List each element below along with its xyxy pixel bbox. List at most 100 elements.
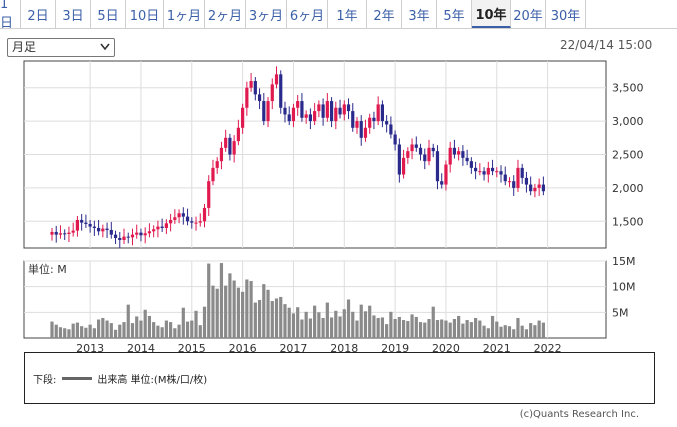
volume-bar bbox=[368, 305, 372, 338]
x-tick-label: 2022 bbox=[534, 342, 562, 355]
tab-14[interactable]: 20年 bbox=[511, 0, 546, 28]
volume-bar bbox=[279, 296, 283, 338]
period-select-value: 月足 bbox=[12, 40, 37, 54]
volume-bar bbox=[96, 319, 101, 338]
tab-6[interactable]: 2ヶ月 bbox=[205, 0, 246, 28]
candle-body bbox=[300, 101, 304, 118]
volume-bar bbox=[346, 299, 351, 338]
volume-bar bbox=[389, 311, 393, 338]
tab-12[interactable]: 5年 bbox=[437, 0, 472, 28]
volume-bar bbox=[486, 328, 490, 338]
period-select[interactable]: 月足 bbox=[7, 38, 115, 57]
candle-body bbox=[296, 101, 300, 108]
tab-13[interactable]: 10年 bbox=[472, 0, 511, 28]
candle-body bbox=[503, 174, 507, 182]
tab-10[interactable]: 2年 bbox=[367, 0, 402, 28]
price-tick-label: 3,500 bbox=[612, 82, 644, 95]
candle-body bbox=[202, 207, 207, 222]
candle-body bbox=[368, 117, 372, 128]
volume-bar bbox=[385, 324, 389, 338]
candle-body bbox=[207, 181, 211, 208]
candle-body bbox=[418, 147, 423, 155]
volume-bar bbox=[503, 325, 507, 338]
candle-body bbox=[96, 227, 101, 232]
tab-0[interactable]: 1日 bbox=[0, 0, 21, 31]
candle-body bbox=[397, 144, 401, 175]
x-tick-label: 2021 bbox=[483, 342, 511, 355]
candle-body bbox=[520, 167, 524, 178]
volume-unit-label: 単位: M bbox=[28, 262, 67, 276]
candle-body bbox=[469, 161, 473, 168]
volume-bar bbox=[495, 321, 499, 338]
candle-body bbox=[452, 147, 457, 155]
volume-bar bbox=[334, 310, 338, 338]
candle-body bbox=[113, 234, 118, 238]
volume-bar bbox=[122, 322, 126, 338]
candle-body bbox=[385, 121, 389, 125]
volume-bar bbox=[291, 313, 296, 338]
volume-bar bbox=[177, 324, 181, 338]
volume-bar bbox=[236, 287, 240, 338]
volume-bar bbox=[507, 326, 512, 338]
tab-7[interactable]: 3ヶ月 bbox=[246, 0, 287, 28]
volume-bar bbox=[164, 320, 168, 338]
volume-bar bbox=[270, 301, 274, 338]
candle-body bbox=[249, 81, 253, 88]
tab-9[interactable]: 1年 bbox=[328, 0, 367, 28]
candle-body bbox=[287, 114, 291, 122]
candle-body bbox=[372, 117, 376, 122]
candle-body bbox=[215, 161, 219, 168]
volume-bar bbox=[537, 320, 541, 338]
tab-1[interactable]: 2日 bbox=[21, 0, 56, 28]
volume-bar bbox=[512, 329, 516, 338]
volume-bar bbox=[452, 319, 457, 338]
candle-body bbox=[512, 181, 516, 188]
candle-body bbox=[448, 147, 452, 165]
candle-body bbox=[541, 184, 545, 192]
volume-tick-label: 10M bbox=[612, 281, 636, 294]
volume-bar bbox=[376, 317, 380, 338]
candle-body bbox=[118, 237, 122, 240]
tab-15[interactable]: 30年 bbox=[546, 0, 586, 28]
volume-bar bbox=[249, 281, 253, 338]
candle-body bbox=[105, 228, 109, 230]
volume-bar bbox=[135, 316, 139, 338]
candle-body bbox=[457, 151, 461, 155]
candle-body bbox=[253, 81, 257, 95]
candle-body bbox=[351, 111, 355, 128]
volume-bar bbox=[410, 314, 414, 338]
candle-body bbox=[435, 151, 440, 182]
candle-body bbox=[228, 137, 232, 155]
x-tick-label: 2014 bbox=[127, 342, 155, 355]
volume-bar bbox=[266, 289, 270, 338]
volume-bar bbox=[215, 288, 219, 338]
candle-body bbox=[257, 94, 262, 102]
candle-body bbox=[355, 121, 359, 128]
volume-bar bbox=[194, 310, 198, 338]
volume-bar bbox=[105, 320, 109, 338]
tab-4[interactable]: 10日 bbox=[126, 0, 164, 28]
volume-bar bbox=[54, 324, 58, 338]
candle-body bbox=[291, 107, 296, 122]
price-tick-label: 1,500 bbox=[612, 215, 644, 228]
tab-5[interactable]: 1ヶ月 bbox=[164, 0, 205, 28]
volume-tick-label: 5M bbox=[612, 306, 629, 319]
candle-body bbox=[245, 87, 249, 108]
tab-8[interactable]: 6ヶ月 bbox=[287, 0, 328, 28]
tab-11[interactable]: 3年 bbox=[402, 0, 437, 28]
x-tick-label: 2019 bbox=[381, 342, 409, 355]
candle-body bbox=[321, 104, 325, 118]
tab-2[interactable]: 3日 bbox=[56, 0, 91, 28]
period-tabs: 1日 2日 3日 5日 10日 1ヶ月 2ヶ月 3ヶ月 6ヶ月 1年 2年 3年 5年 10年 20年 30年 bbox=[0, 0, 677, 31]
volume-bar bbox=[457, 315, 461, 338]
tab-3[interactable]: 5日 bbox=[91, 0, 126, 28]
candle-body bbox=[516, 167, 520, 188]
volume-bar bbox=[202, 306, 207, 338]
legend-volume-label: 出来高 単位:(M株/口/枚) bbox=[97, 375, 208, 386]
candle-body bbox=[308, 114, 312, 122]
candle-body bbox=[50, 231, 54, 235]
volume-bar bbox=[147, 315, 152, 338]
volume-bar bbox=[313, 305, 317, 338]
volume-bar bbox=[304, 311, 308, 338]
candle-body bbox=[185, 216, 190, 222]
